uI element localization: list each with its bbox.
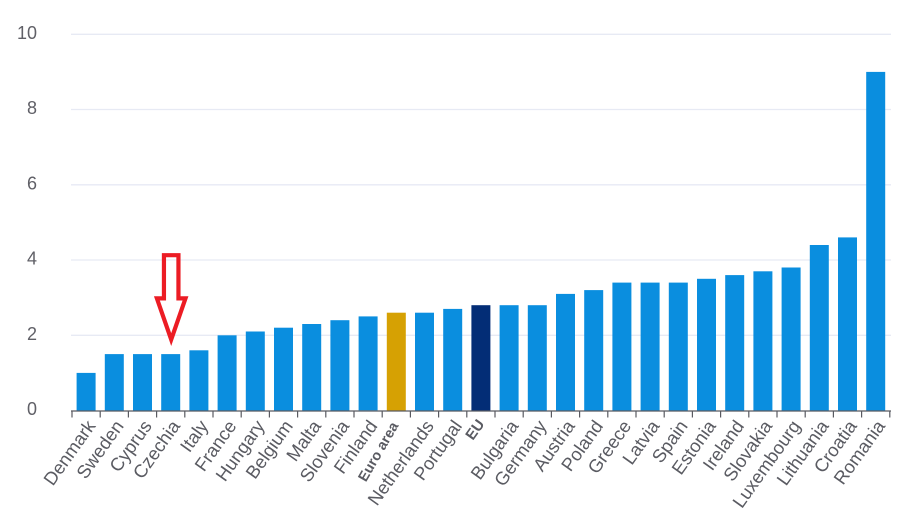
svg-text:2: 2 bbox=[27, 324, 37, 344]
svg-text:6: 6 bbox=[27, 174, 37, 194]
svg-text:EU: EU bbox=[462, 416, 488, 443]
svg-text:8: 8 bbox=[27, 98, 37, 118]
svg-text:0: 0 bbox=[27, 399, 37, 419]
svg-text:4: 4 bbox=[27, 249, 37, 269]
svg-text:10: 10 bbox=[17, 23, 37, 43]
